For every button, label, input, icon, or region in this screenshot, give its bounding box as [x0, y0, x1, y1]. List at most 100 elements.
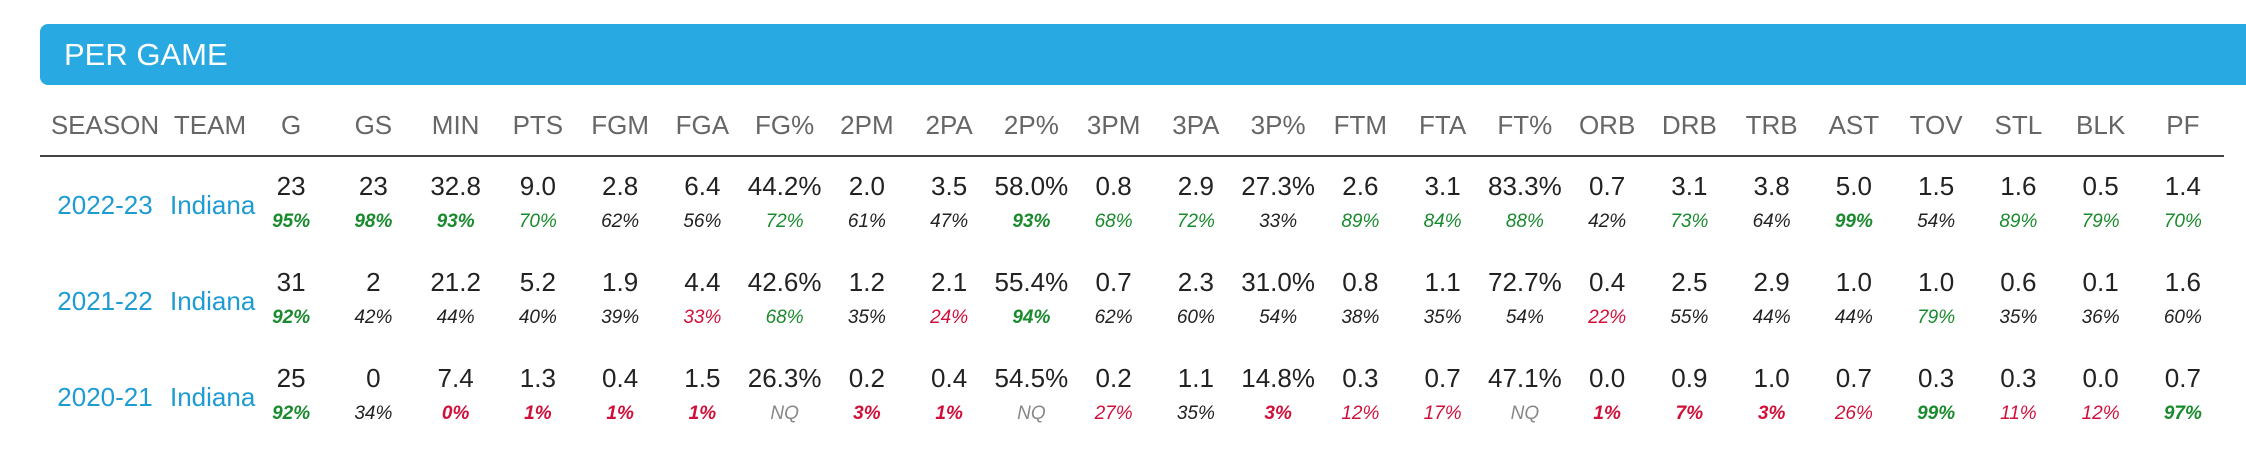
stat-cell: 1.9 39%: [579, 253, 661, 349]
column-header-team[interactable]: TEAM: [170, 95, 250, 157]
stat-cell: 0.3 11%: [1977, 349, 2059, 445]
stat-value: 1.0: [1753, 363, 1790, 393]
column-header-fga[interactable]: FGA: [661, 95, 744, 157]
column-header-orb[interactable]: ORB: [1566, 95, 1649, 157]
stat-cell: 14.8% 3%: [1237, 349, 1319, 445]
season-link[interactable]: 2020-21: [57, 381, 153, 412]
stat-value: 1.1: [1177, 363, 1214, 393]
section-header: PER GAME: [40, 24, 2246, 85]
percentile-value: 22%: [1588, 307, 1627, 328]
column-header-2pa[interactable]: 2PA: [908, 95, 991, 157]
stat-cell: 0.3 12%: [1319, 349, 1401, 445]
stat-cell: 2.9 44%: [1731, 253, 1813, 349]
stat-value: 3.1: [1424, 171, 1461, 201]
column-header-g[interactable]: G: [250, 95, 333, 157]
stat-cell: 0.7 42%: [1566, 156, 1648, 253]
column-header-2pm[interactable]: 2PM: [825, 95, 908, 157]
column-header-ast[interactable]: AST: [1812, 95, 1895, 157]
percentile-value: 7%: [1675, 403, 1704, 424]
column-header-fgm[interactable]: FGM: [579, 95, 662, 157]
stat-value: 1.6: [2164, 267, 2201, 297]
stat-value: 0.7: [2164, 363, 2201, 393]
column-header-pts[interactable]: PTS: [496, 95, 579, 157]
percentile-value: 92%: [272, 307, 311, 328]
percentile-value: 3%: [1264, 403, 1292, 424]
stat-value: 4.4: [684, 267, 721, 297]
column-header-2p-pct[interactable]: 2P%: [990, 95, 1073, 157]
percentile-value: 1%: [606, 403, 634, 424]
percentile-value: NQ: [1017, 403, 1046, 424]
stat-value: 1.5: [684, 363, 721, 393]
stat-value: 0.9: [1671, 363, 1708, 393]
per-game-panel: PER GAME SEASON TEAM G GS MIN PTS FGM FGA FG% 2PM…: [40, 24, 2246, 445]
stat-value: 0.8: [1095, 171, 1132, 201]
stat-cell: 0.4 1%: [908, 349, 990, 445]
column-header-min[interactable]: MIN: [414, 95, 497, 157]
stat-cell: 0.9 7%: [1648, 349, 1730, 445]
stat-cell: 1.4 70%: [2142, 156, 2224, 253]
team-link[interactable]: Indiana: [170, 381, 256, 412]
stat-cell: 1.1 35%: [1155, 349, 1237, 445]
stat-cell: 26.3% NQ: [744, 349, 826, 445]
stat-cell: 0 34%: [332, 349, 414, 445]
team-link[interactable]: Indiana: [170, 189, 256, 220]
column-header-3p-pct[interactable]: 3P%: [1237, 95, 1320, 157]
percentile-value: 97%: [2163, 403, 2202, 424]
stat-cell: 2.8 62%: [579, 156, 661, 253]
stat-value: 2.6: [1342, 171, 1379, 201]
stat-cell: 0.2 27%: [1073, 349, 1155, 445]
stat-cell: 1.6 89%: [1977, 156, 2059, 253]
column-header-gs[interactable]: GS: [332, 95, 415, 157]
percentile-value: 61%: [847, 211, 886, 232]
column-header-3pa[interactable]: 3PA: [1154, 95, 1237, 157]
column-header-trb[interactable]: TRB: [1730, 95, 1813, 157]
column-header-season[interactable]: SEASON: [40, 95, 170, 157]
stat-cell: 5.0 99%: [1813, 156, 1895, 253]
column-header-tov[interactable]: TOV: [1895, 95, 1978, 157]
column-header-ftm[interactable]: FTM: [1319, 95, 1402, 157]
stat-value: 26.3%: [747, 363, 822, 393]
stat-cell: 31 92%: [250, 253, 332, 349]
stat-cell: 72.7% 54%: [1484, 253, 1566, 349]
season-link[interactable]: 2022-23: [57, 189, 153, 220]
stat-value: 2.9: [1177, 171, 1214, 201]
stat-value: 0: [366, 363, 381, 393]
stat-value: 1.2: [848, 267, 885, 297]
stat-cell: 2.1 24%: [908, 253, 990, 349]
stat-value: 1.4: [2164, 171, 2201, 201]
percentile-value: 93%: [436, 211, 475, 232]
column-header-ft-pct[interactable]: FT%: [1483, 95, 1566, 157]
stat-value: 0.0: [2082, 363, 2119, 393]
percentile-value: 93%: [1012, 211, 1051, 232]
season-link[interactable]: 2021-22: [57, 285, 153, 316]
column-header-drb[interactable]: DRB: [1648, 95, 1731, 157]
stat-cell: 0.6 35%: [1977, 253, 2059, 349]
column-header-blk[interactable]: BLK: [2059, 95, 2142, 157]
stat-value: 21.2: [430, 267, 481, 297]
column-header-stl[interactable]: STL: [1977, 95, 2060, 157]
stat-cell: 23 98%: [332, 156, 414, 253]
percentile-value: 35%: [847, 307, 886, 328]
stat-value: 0.2: [848, 363, 885, 393]
stat-value: 1.1: [1424, 267, 1461, 297]
stat-cell: 0.7 62%: [1073, 253, 1155, 349]
percentile-value: 47%: [930, 211, 969, 232]
stat-cell: 42.6% 68%: [744, 253, 826, 349]
stat-cell: 1.6 60%: [2142, 253, 2224, 349]
percentile-value: 35%: [1999, 307, 2038, 328]
percentile-value: 36%: [2081, 307, 2120, 328]
column-header-fta[interactable]: FTA: [1401, 95, 1484, 157]
percentile-value: 73%: [1670, 211, 1709, 232]
percentile-value: NQ: [1510, 403, 1540, 424]
percentile-value: 39%: [601, 307, 640, 328]
column-header-3pm[interactable]: 3PM: [1072, 95, 1155, 157]
stat-cell: 27.3% 33%: [1237, 156, 1319, 253]
stat-cell: 0.7 17%: [1402, 349, 1484, 445]
percentile-value: 11%: [2000, 403, 2037, 424]
team-link[interactable]: Indiana: [170, 285, 256, 316]
stat-value: 47.1%: [1488, 363, 1562, 393]
column-header-pf[interactable]: PF: [2141, 95, 2224, 157]
column-header-fg-pct[interactable]: FG%: [743, 95, 826, 157]
percentile-value: 99%: [1834, 211, 1873, 232]
stat-cell: 83.3% 88%: [1484, 156, 1566, 253]
